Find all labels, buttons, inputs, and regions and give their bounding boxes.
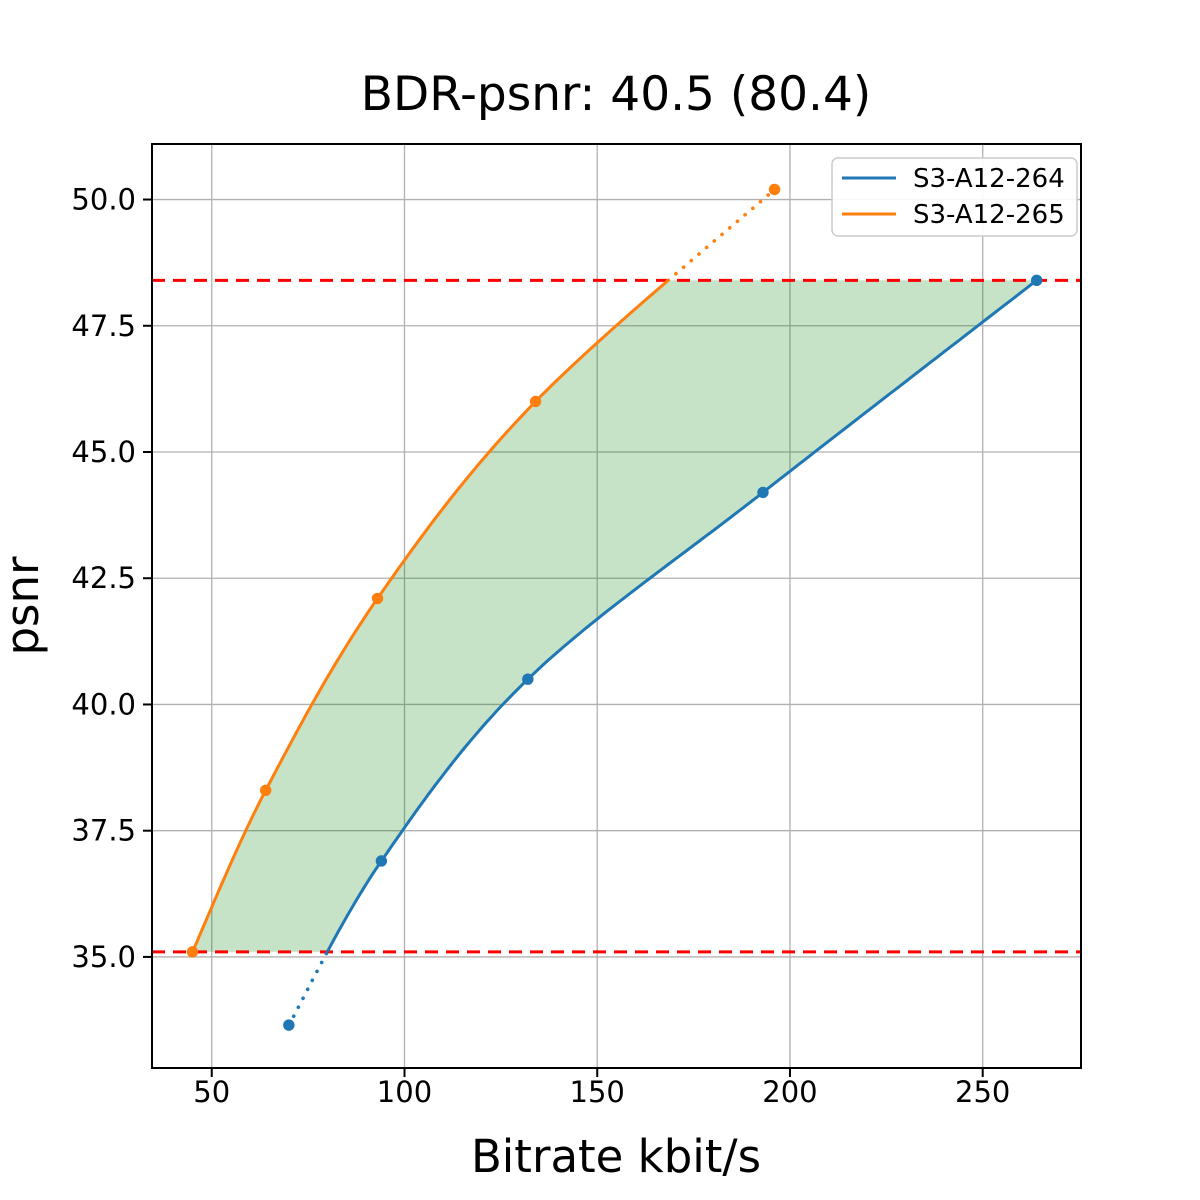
y-axis-label: psnr — [0, 556, 49, 656]
data-point-S3-A12-264 — [375, 855, 388, 867]
gridlines — [152, 144, 1081, 1068]
legend-label-s3-a12-265: S3-A12-265 — [913, 200, 1065, 230]
data-point-S3-A12-265 — [186, 946, 199, 958]
x-tick-label: 200 — [762, 1075, 817, 1109]
y-tick-label: 40.0 — [71, 687, 136, 721]
x-tick-label: 250 — [955, 1075, 1010, 1109]
x-tick-label: 100 — [377, 1075, 432, 1109]
curve-dotted-S3-A12-264 — [287, 950, 330, 1027]
chart-title: BDR-psnr: 40.5 (80.4) — [361, 67, 871, 122]
legend-label-s3-a12-264: S3-A12-264 — [913, 164, 1065, 194]
data-point-S3-A12-265 — [371, 592, 384, 605]
x-axis-label: Bitrate kbit/s — [471, 1130, 761, 1183]
y-tick-label: 42.5 — [71, 561, 136, 595]
data-point-S3-A12-264 — [283, 1019, 295, 1031]
plot-content — [152, 144, 1081, 1068]
y-tick-label: 37.5 — [71, 814, 136, 848]
x-tick-label: 50 — [193, 1075, 230, 1109]
plot-border — [151, 143, 1082, 1069]
legend: S3-A12-264 S3-A12-265 — [831, 157, 1078, 237]
data-point-S3-A12-264 — [522, 673, 534, 685]
data-point-S3-A12-265 — [768, 183, 781, 196]
data-point-S3-A12-264 — [757, 486, 769, 499]
curve-dotted-S3-A12-265 — [666, 187, 777, 283]
x-tick-label: 150 — [570, 1075, 625, 1109]
data-point-S3-A12-265 — [260, 784, 272, 796]
axes-ticks: 50 100 150 200 250 35.0 37.5 40.0 42.5 45.0 47.5 50… — [71, 183, 1010, 1109]
bd-shaded-region — [192, 280, 1037, 952]
y-tick-label: 47.5 — [71, 309, 136, 343]
data-point-S3-A12-265 — [529, 395, 542, 408]
y-tick-label: 35.0 — [71, 940, 136, 974]
curve-S3-A12-265 — [191, 279, 670, 953]
data-point-S3-A12-264 — [1030, 274, 1043, 287]
y-tick-label: 45.0 — [71, 435, 136, 469]
curve-S3-A12-264 — [325, 279, 1038, 953]
y-tick-label: 50.0 — [71, 183, 136, 217]
